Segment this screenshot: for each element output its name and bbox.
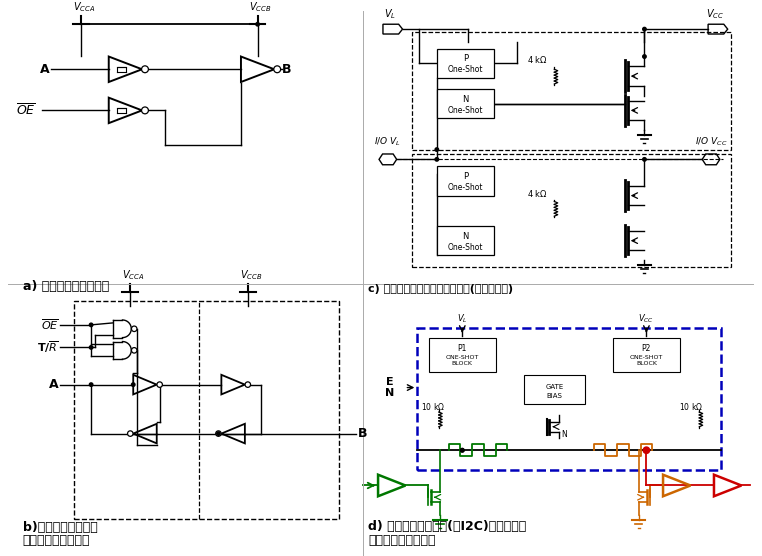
Text: T/$\overline{R}$: T/$\overline{R}$ <box>37 340 59 355</box>
Text: $V_{CC}$: $V_{CC}$ <box>639 312 655 325</box>
Bar <box>412 155 731 267</box>
Text: $V_{CCB}$: $V_{CCB}$ <box>239 268 262 282</box>
Text: 双向逻辑电平转换器: 双向逻辑电平转换器 <box>368 534 436 548</box>
Text: $\overline{OE}$: $\overline{OE}$ <box>15 103 35 118</box>
Text: GATE: GATE <box>546 384 563 390</box>
Text: $V_{CCB}$: $V_{CCB}$ <box>249 1 272 14</box>
Circle shape <box>88 322 94 327</box>
Text: N: N <box>462 95 469 103</box>
Circle shape <box>88 382 94 387</box>
Text: $V_L$: $V_L$ <box>384 7 395 21</box>
Text: c) 自动感测双向逻辑电平转换器(推挽型输出): c) 自动感测双向逻辑电平转换器(推挽型输出) <box>368 284 514 294</box>
Text: One-Shot: One-Shot <box>447 183 483 192</box>
Text: One-Shot: One-Shot <box>447 106 483 115</box>
Circle shape <box>644 448 649 453</box>
Circle shape <box>642 54 647 59</box>
Text: P2: P2 <box>642 344 651 353</box>
Bar <box>412 32 731 150</box>
Text: $V_L$: $V_L$ <box>457 312 468 325</box>
Circle shape <box>434 147 439 152</box>
Text: B: B <box>282 63 292 76</box>
Circle shape <box>459 448 465 453</box>
Circle shape <box>127 431 133 436</box>
Circle shape <box>642 446 650 454</box>
Circle shape <box>434 157 439 162</box>
Text: $V_{CCA}$: $V_{CCA}$ <box>73 1 95 14</box>
Text: BIAS: BIAS <box>546 393 562 399</box>
Circle shape <box>88 345 94 350</box>
Text: One-Shot: One-Shot <box>447 66 483 75</box>
Text: P: P <box>463 54 468 63</box>
Circle shape <box>642 27 647 32</box>
Text: $\overline{OE}$: $\overline{OE}$ <box>41 317 59 332</box>
Text: ONE-SHOT
BLOCK: ONE-SHOT BLOCK <box>629 355 663 365</box>
Circle shape <box>132 326 137 331</box>
Bar <box>437 89 494 118</box>
Circle shape <box>216 431 221 436</box>
Circle shape <box>157 382 162 388</box>
Bar <box>437 166 494 196</box>
Text: b)带方向控制引脚的: b)带方向控制引脚的 <box>23 521 98 534</box>
Bar <box>429 337 495 372</box>
Circle shape <box>255 22 260 27</box>
Circle shape <box>459 448 465 453</box>
Text: B: B <box>357 427 367 440</box>
Text: $V_{CCA}$: $V_{CCA}$ <box>122 268 145 282</box>
Text: 10 k$\Omega$: 10 k$\Omega$ <box>421 401 445 411</box>
Text: P1: P1 <box>458 344 467 353</box>
Circle shape <box>142 107 149 114</box>
Circle shape <box>274 66 280 73</box>
Bar <box>437 49 494 78</box>
Text: 10 k$\Omega$: 10 k$\Omega$ <box>679 401 703 411</box>
Text: A: A <box>40 63 50 76</box>
Text: E
N: E N <box>385 377 395 398</box>
Text: N: N <box>562 430 567 439</box>
Text: 4 k$\Omega$: 4 k$\Omega$ <box>527 54 548 65</box>
Circle shape <box>216 431 221 436</box>
Text: P: P <box>463 172 468 181</box>
Bar <box>613 337 680 372</box>
Text: $V_{CC}$: $V_{CC}$ <box>706 7 724 21</box>
Text: One-Shot: One-Shot <box>447 242 483 252</box>
Circle shape <box>131 382 136 387</box>
Bar <box>418 328 721 470</box>
Text: $I/O\ V_L$: $I/O\ V_L$ <box>374 135 402 147</box>
Bar <box>437 226 494 255</box>
Text: 双向逻辑电平转换器: 双向逻辑电平转换器 <box>23 534 90 548</box>
Text: A: A <box>50 378 59 391</box>
Text: d) 用于漏极开路应用(如I2C)的自动感测: d) 用于漏极开路应用(如I2C)的自动感测 <box>368 520 527 533</box>
Bar <box>524 375 584 404</box>
Text: ONE-SHOT
BLOCK: ONE-SHOT BLOCK <box>446 355 479 365</box>
Text: $I/O\ V_{CC}$: $I/O\ V_{CC}$ <box>695 135 728 147</box>
Circle shape <box>245 382 251 388</box>
Text: 4 k$\Omega$: 4 k$\Omega$ <box>527 188 548 199</box>
Circle shape <box>642 157 647 162</box>
Bar <box>75 301 339 519</box>
Text: N: N <box>462 232 469 241</box>
Circle shape <box>132 348 137 353</box>
Circle shape <box>142 66 149 73</box>
Text: a) 单向逻辑电平转换器: a) 单向逻辑电平转换器 <box>23 280 109 293</box>
